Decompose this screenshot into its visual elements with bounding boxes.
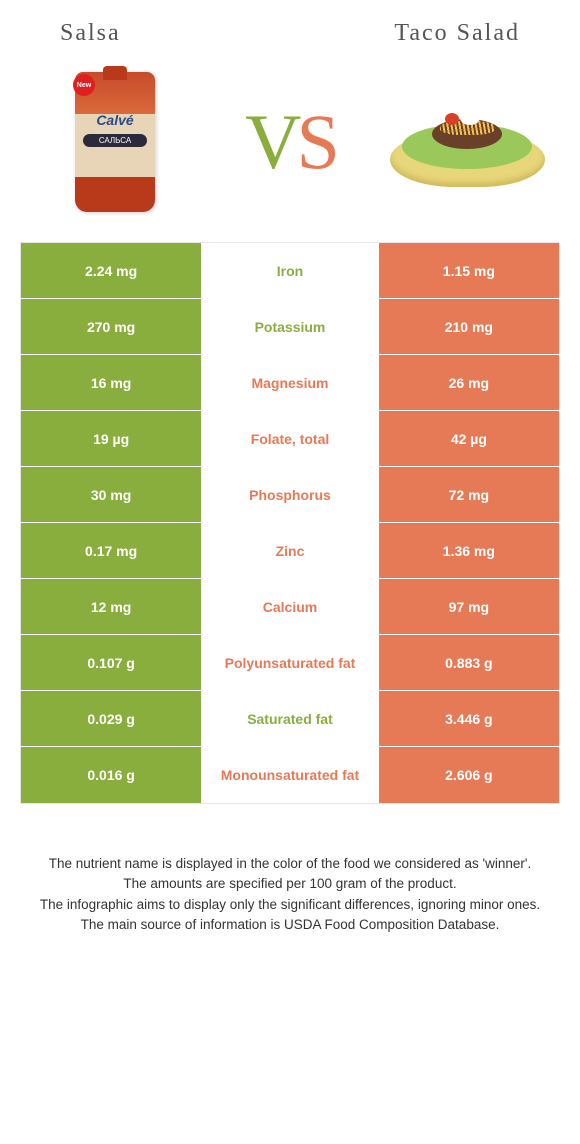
right-value: 42 µg [379,411,559,466]
table-row: 12 mgCalcium97 mg [21,579,559,635]
right-value: 26 mg [379,355,559,410]
nutrient-name: Monounsaturated fat [201,747,379,803]
header: Salsa Taco Salad [20,20,560,57]
table-row: 0.17 mgZinc1.36 mg [21,523,559,579]
nutrient-name: Phosphorus [201,467,379,522]
left-value: 19 µg [21,411,201,466]
nutrient-name: Iron [201,243,379,298]
right-value: 1.15 mg [379,243,559,298]
infographic-wrap: Salsa Taco Salad New САЛЬСА VS 2.24 mgIr… [0,0,580,935]
vs-v: V [245,97,296,187]
salsa-image: New САЛЬСА [40,67,190,217]
footer-line-2: The amounts are specified per 100 gram o… [30,874,550,894]
table-row: 2.24 mgIron1.15 mg [21,243,559,299]
nutrient-name: Magnesium [201,355,379,410]
salsa-packet-icon: New САЛЬСА [75,72,155,212]
new-badge: New [73,74,95,96]
nutrient-name: Polyunsaturated fat [201,635,379,690]
nutrient-table: 2.24 mgIron1.15 mg270 mgPotassium210 mg1… [20,242,560,804]
left-value: 0.17 mg [21,523,201,578]
left-value: 12 mg [21,579,201,634]
table-row: 0.029 gSaturated fat3.446 g [21,691,559,747]
right-value: 210 mg [379,299,559,354]
table-row: 16 mgMagnesium26 mg [21,355,559,411]
table-row: 0.107 gPolyunsaturated fat0.883 g [21,635,559,691]
right-value: 72 mg [379,467,559,522]
right-value: 1.36 mg [379,523,559,578]
vs-s: S [296,97,334,187]
left-value: 0.016 g [21,747,201,803]
left-value: 270 mg [21,299,201,354]
table-row: 30 mgPhosphorus72 mg [21,467,559,523]
footer-notes: The nutrient name is displayed in the co… [20,804,560,935]
right-value: 97 mg [379,579,559,634]
left-value: 30 mg [21,467,201,522]
right-value: 0.883 g [379,635,559,690]
table-row: 19 µgFolate, total42 µg [21,411,559,467]
table-row: 0.016 gMonounsaturated fat2.606 g [21,747,559,803]
salsa-sublabel: САЛЬСА [83,134,147,147]
nutrient-name: Potassium [201,299,379,354]
footer-line-4: The main source of information is USDA F… [30,915,550,935]
taco-salad-image [390,67,540,217]
nutrient-name: Calcium [201,579,379,634]
right-value: 3.446 g [379,691,559,746]
taco-salad-icon [390,97,540,187]
right-value: 2.606 g [379,747,559,803]
title-left: Salsa [60,20,121,47]
left-value: 16 mg [21,355,201,410]
footer-line-3: The infographic aims to display only the… [30,895,550,915]
left-value: 0.029 g [21,691,201,746]
nutrient-name: Folate, total [201,411,379,466]
footer-line-1: The nutrient name is displayed in the co… [30,854,550,874]
images-row: New САЛЬСА VS [20,57,560,242]
left-value: 0.107 g [21,635,201,690]
left-value: 2.24 mg [21,243,201,298]
title-right: Taco Salad [394,20,520,47]
table-row: 270 mgPotassium210 mg [21,299,559,355]
nutrient-name: Saturated fat [201,691,379,746]
vs-label: VS [245,97,335,187]
nutrient-name: Zinc [201,523,379,578]
